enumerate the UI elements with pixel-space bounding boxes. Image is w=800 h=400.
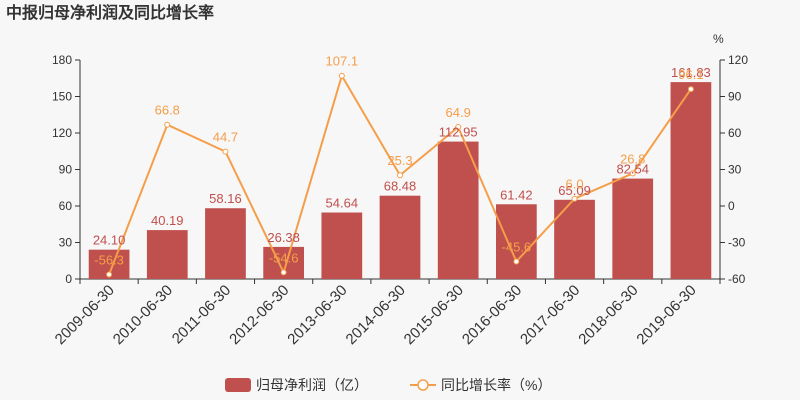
x-tick-labels: 2009-06-302010-06-302011-06-302012-06-30… (52, 282, 700, 348)
bar (321, 212, 363, 279)
bar-value-label: 161.83 (671, 65, 711, 80)
right-tick-label: 120 (728, 53, 748, 67)
line-series (106, 72, 694, 278)
bar-value-label: 24.10 (93, 233, 126, 248)
line-point (222, 148, 229, 155)
chart-title: 中报归母净利润及同比增长率 (6, 3, 214, 22)
bar (146, 230, 188, 279)
line-value-label: -54.6 (269, 250, 299, 265)
bar-value-label: 82.54 (616, 162, 649, 177)
line-point (513, 258, 520, 265)
bar (612, 178, 654, 279)
x-tick-label: 2015-06-30 (401, 282, 467, 348)
bar-value-label: 112.95 (439, 125, 478, 140)
line-value-label: 66.8 (155, 103, 180, 118)
bar (554, 199, 595, 279)
bar (670, 82, 712, 279)
line-value-label: 25.3 (387, 153, 412, 168)
legend-line-label: 同比增长率（%） (441, 377, 551, 393)
line-labels: -56.3 66.8 44.7 -54.6 107.1 25.3 64.9 -45.6 6.0 2… (94, 54, 703, 268)
line-point (338, 72, 345, 79)
line-value-label: 96.1 (678, 67, 703, 82)
line-point (397, 172, 403, 179)
x-tick-label: 2013-06-30 (284, 282, 350, 348)
right-tick-label: 30 (728, 163, 742, 177)
line-point (164, 121, 171, 128)
x-tick-label: 2011-06-30 (169, 282, 234, 347)
line-value-label: 44.7 (213, 130, 238, 145)
bar-labels: 24.10 40.19 58.16 26.38 54.64 68.48 112.95 61.4… (93, 65, 711, 248)
bar-value-label: 68.48 (384, 179, 417, 194)
legend[interactable]: 归母净利润（亿） 同比增长率（%） (225, 377, 551, 393)
legend-line-marker (417, 379, 429, 391)
line-value-label: 26.8 (620, 151, 645, 166)
left-tick-label: 180 (52, 53, 72, 67)
x-tick-label: 2019-06-30 (633, 282, 699, 348)
bar-value-label: 54.64 (326, 196, 359, 211)
line-value-label: 6.0 (566, 177, 584, 192)
line-value-label: -56.3 (94, 252, 124, 267)
x-tick-label: 2017-06-30 (517, 282, 583, 348)
x-tick-label: 2010-06-30 (110, 282, 176, 348)
x-tick-label: 2014-06-30 (343, 282, 409, 348)
left-tick-label: 150 (52, 90, 72, 104)
right-tick-label: -60 (728, 272, 746, 286)
right-tick-label: 60 (728, 126, 742, 140)
right-axis-unit: % (713, 32, 724, 46)
bar-value-label: 61.42 (500, 187, 533, 202)
line-point (106, 271, 113, 278)
left-tick-label: 30 (59, 236, 73, 250)
line-point (571, 195, 578, 202)
left-tick-label: 90 (59, 163, 73, 177)
right-tick-label: 90 (728, 90, 742, 104)
legend-bar-label: 归母净利润（亿） (256, 377, 368, 393)
left-tick-label: 0 (65, 272, 72, 286)
left-tick-label: 60 (59, 199, 73, 213)
bar (379, 195, 421, 279)
line-point (687, 86, 694, 93)
line-point (629, 170, 636, 177)
x-tick-label: 2012-06-30 (226, 282, 292, 348)
bar (496, 204, 537, 279)
x-tick-label: 2009-06-30 (52, 282, 118, 348)
bar (437, 141, 479, 279)
right-tick-label: -30 (728, 236, 746, 250)
bar-value-label: 65.09 (558, 183, 591, 198)
bar-value-label: 40.19 (151, 213, 184, 228)
bar-value-label: 58.16 (209, 191, 242, 206)
left-tick-label: 120 (52, 126, 72, 140)
line-point (280, 269, 287, 276)
x-tick-label: 2018-06-30 (575, 282, 641, 348)
line-value-label: 107.1 (326, 54, 359, 69)
legend-bar-swatch (225, 378, 251, 392)
line-value-label: 64.9 (446, 105, 471, 120)
bar (205, 208, 246, 279)
line-value-label: -45.6 (502, 239, 532, 254)
x-tick-label: 2016-06-30 (459, 282, 525, 348)
line-point (455, 124, 462, 131)
right-tick-label: 0 (728, 199, 735, 213)
bar-series (88, 82, 712, 279)
bar-value-label: 26.38 (267, 230, 300, 245)
